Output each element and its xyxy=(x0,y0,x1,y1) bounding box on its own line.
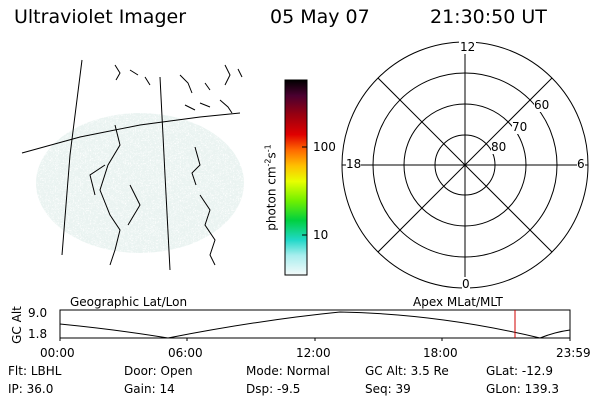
time-label: 21:30:50 UT xyxy=(430,6,547,28)
lat-label-80: 80 xyxy=(491,140,507,154)
colorbar xyxy=(284,79,308,276)
lat-label-70: 70 xyxy=(512,120,528,134)
altitude-timeline-plot xyxy=(59,309,571,341)
status-seq: Seq: 39 xyxy=(365,382,411,396)
altitude-xtick: 06:00 xyxy=(168,346,203,360)
polar-mlat-mlt-plot xyxy=(341,41,589,289)
status-door: Door: Open xyxy=(124,364,193,378)
colorbar-gradient xyxy=(284,79,308,276)
app-title: Ultraviolet Imager xyxy=(14,6,187,28)
altitude-xtick: 12:00 xyxy=(296,346,331,360)
lat-label-60: 60 xyxy=(534,98,550,112)
altitude-curve xyxy=(59,311,571,339)
status-dsp: Dsp: -9.5 xyxy=(246,382,301,396)
altitude-xtick: 18:00 xyxy=(423,346,458,360)
colorbar-tick-label: 10 xyxy=(313,228,329,242)
status-glat: GLat: -12.9 xyxy=(486,364,553,378)
altitude-xtick: 00:00 xyxy=(40,346,75,360)
status-ip: IP: 36.0 xyxy=(8,382,54,396)
mlt-label-right: 6 xyxy=(577,157,585,171)
status-mode: Mode: Normal xyxy=(246,364,330,378)
colorbar-unit-label: photon cm-2s-1 xyxy=(263,144,279,231)
uv-intensity-image xyxy=(36,113,244,253)
mlt-label-left: 18 xyxy=(346,157,362,171)
mlt-label-bottom: 0 xyxy=(462,277,470,291)
coastline-outlines xyxy=(21,59,243,271)
polar-diagonal xyxy=(377,77,553,253)
altitude-xtick: 23:59 xyxy=(556,346,591,360)
date-label: 05 May 07 xyxy=(270,6,370,28)
status-glon: GLon: 139.3 xyxy=(486,382,559,396)
status-gain: Gain: 14 xyxy=(124,382,175,396)
colorbar-tick-label: 100 xyxy=(313,140,336,154)
status-gc-alt: GC Alt: 3.5 Re xyxy=(365,364,449,378)
geographic-image-panel xyxy=(21,59,244,271)
polar-label: Apex MLat/MLT xyxy=(413,295,503,309)
status-flt: Flt: LBHL xyxy=(8,364,62,378)
altitude-ytick-bottom: 1.8 xyxy=(28,327,48,341)
mlt-label-top: 12 xyxy=(459,40,477,54)
altitude-ytick-top: 9.0 xyxy=(28,306,48,320)
geographic-label: Geographic Lat/Lon xyxy=(70,295,188,309)
altitude-plot-frame xyxy=(59,309,571,339)
altitude-ylabel: GC Alt xyxy=(10,306,24,344)
